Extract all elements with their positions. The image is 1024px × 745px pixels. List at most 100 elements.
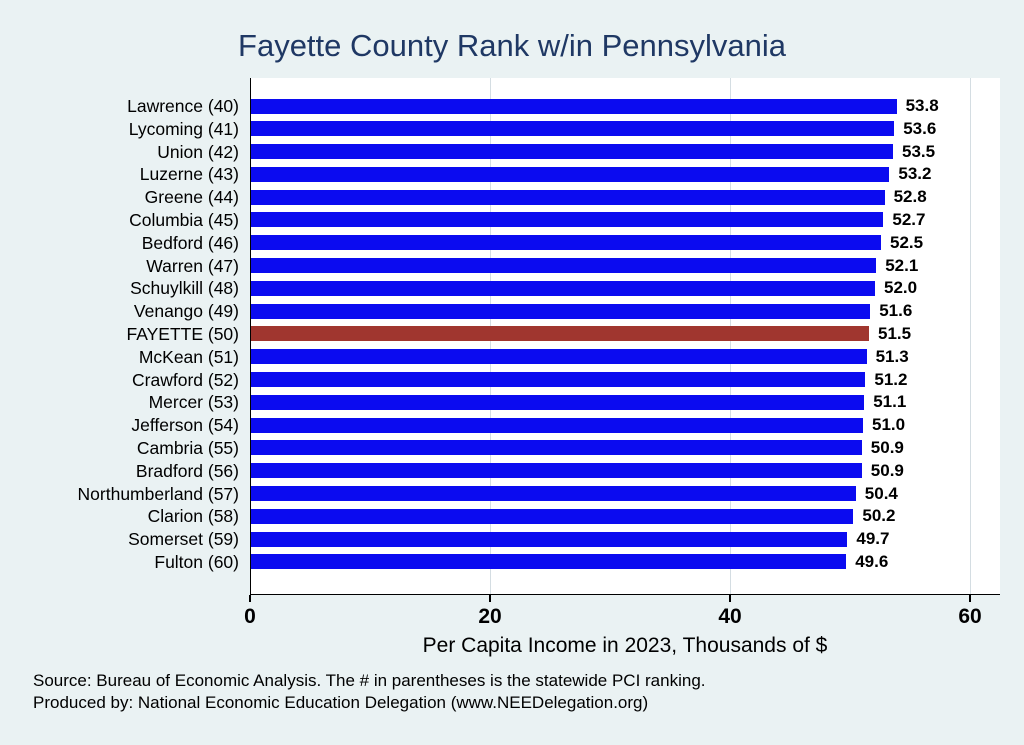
category-label: Venango (49) xyxy=(133,301,239,322)
value-label: 51.6 xyxy=(879,301,913,321)
bar xyxy=(251,235,881,251)
bar xyxy=(251,531,848,547)
value-label: 53.5 xyxy=(902,141,936,161)
value-label: 52.5 xyxy=(890,232,924,252)
highlight-bar xyxy=(251,326,869,342)
category-label: Somerset (59) xyxy=(128,529,239,550)
category-label: Lawrence (40) xyxy=(127,96,239,116)
category-label: Fulton (60) xyxy=(154,551,239,572)
value-label: 51.5 xyxy=(878,323,912,343)
bar xyxy=(251,463,862,479)
bar-row: Luzerne (43) 53.2 xyxy=(140,164,1000,184)
bar xyxy=(251,258,877,274)
bar xyxy=(251,98,897,114)
category-label: Bedford (46) xyxy=(141,232,239,253)
value-label: 53.2 xyxy=(898,164,932,184)
bar-row: Crawford (52) 51.2 xyxy=(132,369,1000,389)
bar xyxy=(251,280,875,296)
bar xyxy=(251,212,884,228)
x-tick-label: 40 xyxy=(718,605,742,628)
bar-row: Greene (44) 52.8 xyxy=(145,187,1000,207)
bar xyxy=(251,508,854,524)
bar-row: Schuylkill (48) 52.0 xyxy=(130,278,1000,298)
bar xyxy=(251,121,895,137)
bar xyxy=(251,417,863,433)
plot-rows: Lawrence (40) 53.8 Lycoming (41) 53.6 Union … xyxy=(78,78,1000,594)
bar-row: Columbia (45) 52.7 xyxy=(129,209,1000,229)
category-label: Union (42) xyxy=(157,141,239,162)
category-label: Northumberland (57) xyxy=(77,483,239,504)
bar xyxy=(251,554,847,570)
value-label: 50.9 xyxy=(870,460,904,480)
category-label: Clarion (58) xyxy=(147,506,239,527)
footer: Source: Bureau of Economic Analysis. The… xyxy=(33,670,993,714)
x-axis: 0 20 40 60 xyxy=(244,595,1000,641)
x-tick-label: 60 xyxy=(958,605,982,628)
x-tick-mark xyxy=(969,595,971,602)
category-label: Schuylkill (48) xyxy=(130,278,239,299)
value-label: 52.8 xyxy=(893,187,927,207)
bar-row: Jefferson (54) 51.0 xyxy=(131,416,1000,434)
gridline xyxy=(969,78,971,594)
value-label: 52.1 xyxy=(885,255,919,275)
value-label: 49.6 xyxy=(855,551,889,571)
bar xyxy=(251,166,890,182)
category-label: Greene (44) xyxy=(144,187,239,208)
category-label: Crawford (52) xyxy=(132,369,239,390)
x-tick-mark xyxy=(729,595,731,602)
x-axis-label: Per Capita Income in 2023, Thousands of … xyxy=(422,634,828,657)
value-label: 52.0 xyxy=(884,278,918,298)
value-label: 50.4 xyxy=(864,483,898,503)
value-label: 50.2 xyxy=(862,506,896,526)
category-label: FAYETTE (50) xyxy=(126,323,239,344)
bar xyxy=(251,349,867,365)
bar-row: Mercer (53) 51.1 xyxy=(149,392,1000,412)
x-tick-mark xyxy=(489,595,491,602)
x-tick-label: 20 xyxy=(478,605,502,628)
category-label: Lycoming (41) xyxy=(128,118,239,139)
value-label: 53.8 xyxy=(905,96,939,115)
bar-row: FAYETTE (50) 51.5 xyxy=(127,323,1000,343)
category-label: Luzerne (43) xyxy=(139,164,239,185)
category-label: Jefferson (54) xyxy=(131,415,239,436)
category-label: Mercer (53) xyxy=(148,392,239,413)
produced-by-note: Produced by: National Economic Education… xyxy=(33,693,649,712)
bar xyxy=(251,372,866,388)
category-label: McKean (51) xyxy=(138,346,239,367)
category-label: Columbia (45) xyxy=(129,209,239,230)
bar xyxy=(251,394,865,410)
plot-area: Lawrence (40) 53.8 Lycoming (41) 53.6 Union … xyxy=(78,78,1000,595)
value-label: 53.6 xyxy=(903,118,937,138)
bar-row: Somerset (59) 49.7 xyxy=(128,529,1000,549)
bar-row: Lawrence (40) 53.8 xyxy=(127,96,1000,115)
bar xyxy=(251,144,893,160)
x-tick-label: 0 xyxy=(244,605,256,628)
bar-row: Northumberland (57) 50.4 xyxy=(78,483,1000,503)
bar xyxy=(251,440,862,456)
value-label: 50.9 xyxy=(870,437,904,457)
value-label: 51.2 xyxy=(874,369,908,389)
chart-title: Fayette County Rank w/in Pennsylvania xyxy=(238,28,786,63)
bar xyxy=(251,303,871,319)
bar-row: Cambria (55) 50.9 xyxy=(137,437,1000,457)
bar-row: Bedford (46) 52.5 xyxy=(142,232,1000,252)
bar-row: Bradford (56) 50.9 xyxy=(136,460,1000,480)
bar-row: Venango (49) 51.6 xyxy=(134,301,1000,321)
category-label: Bradford (56) xyxy=(135,460,239,481)
x-tick-mark xyxy=(249,595,251,602)
bar-row: Clarion (58) 50.2 xyxy=(148,506,1000,526)
bar-row: Fulton (60) 49.6 xyxy=(154,551,1000,571)
value-label: 52.7 xyxy=(892,209,926,229)
bar xyxy=(251,486,856,502)
bar xyxy=(251,189,885,205)
value-label: 51.1 xyxy=(873,392,907,412)
bar-row: McKean (51) 51.3 xyxy=(139,346,1000,366)
bar-row: Lycoming (41) 53.6 xyxy=(129,118,1000,138)
source-note: Source: Bureau of Economic Analysis. The… xyxy=(33,671,706,690)
bar-row: Union (42) 53.5 xyxy=(157,141,1000,161)
category-label: Warren (47) xyxy=(146,255,239,276)
category-label: Cambria (55) xyxy=(136,437,239,458)
value-label: 51.3 xyxy=(875,346,909,366)
value-label: 49.7 xyxy=(856,529,890,549)
